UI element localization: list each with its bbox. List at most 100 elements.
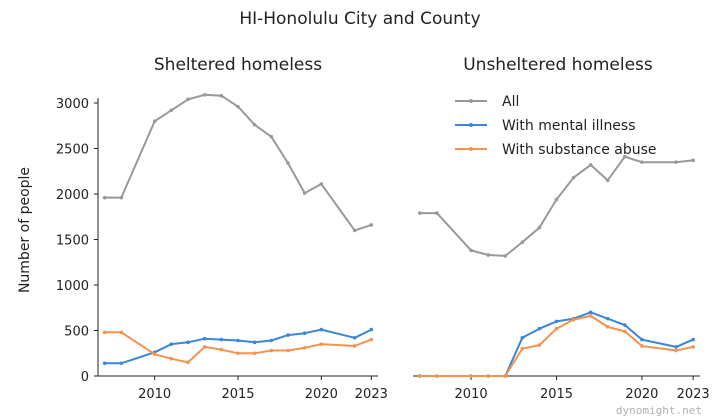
data-point xyxy=(537,326,542,331)
panel-title: Unsheltered homeless xyxy=(463,55,653,75)
data-point xyxy=(486,253,490,257)
legend-item-all: All xyxy=(455,94,519,110)
data-point xyxy=(169,108,174,113)
x-tick-label: 2023 xyxy=(677,387,710,402)
chart-legend: All With mental illness With substance abu… xyxy=(455,94,657,158)
figure-title: HI-Honolulu City and County xyxy=(239,9,480,29)
data-point xyxy=(302,345,307,350)
data-point xyxy=(605,316,610,321)
data-point xyxy=(186,360,190,365)
series-with-mental-illness xyxy=(102,327,374,366)
data-point xyxy=(486,374,490,378)
data-point xyxy=(352,344,357,348)
data-point xyxy=(674,160,678,164)
series-all xyxy=(102,93,374,233)
data-point xyxy=(623,323,627,327)
data-point xyxy=(520,240,525,245)
data-point xyxy=(252,351,257,356)
data-point xyxy=(369,327,374,332)
series-with-substance-abuse xyxy=(102,330,374,365)
data-point xyxy=(186,97,190,102)
data-point xyxy=(286,333,290,337)
data-point xyxy=(236,338,240,343)
series-line xyxy=(419,314,694,377)
data-point xyxy=(623,329,627,334)
data-point xyxy=(469,374,473,378)
data-point xyxy=(302,331,307,336)
data-point xyxy=(202,345,207,349)
data-point xyxy=(286,161,290,165)
data-point xyxy=(202,93,207,97)
data-point xyxy=(269,134,274,139)
data-point xyxy=(623,154,627,159)
series-line xyxy=(104,331,372,364)
data-point xyxy=(571,317,576,322)
data-point xyxy=(554,197,559,202)
legend-label: With mental illness xyxy=(502,118,636,134)
data-point xyxy=(219,337,224,342)
chart-panels: Sheltered homeless 0 500 1000 1500 2000 2500 30… xyxy=(56,55,710,402)
data-point xyxy=(554,326,559,331)
x-tick-label: 2015 xyxy=(540,387,573,402)
data-point xyxy=(119,195,124,200)
data-point xyxy=(418,374,422,378)
data-point xyxy=(674,345,678,349)
data-point xyxy=(537,343,542,347)
data-point xyxy=(169,342,174,346)
data-point xyxy=(236,104,240,109)
data-point xyxy=(252,123,257,127)
data-point xyxy=(202,336,207,341)
data-point xyxy=(691,158,695,163)
data-point xyxy=(319,182,324,186)
data-point xyxy=(119,361,124,366)
data-point xyxy=(640,160,644,164)
data-point xyxy=(152,352,157,356)
x-tick-label: 2020 xyxy=(305,387,338,402)
data-point xyxy=(369,223,374,227)
legend-label: With substance abuse xyxy=(502,142,657,158)
data-point xyxy=(503,374,508,378)
data-point xyxy=(319,342,324,346)
data-point xyxy=(691,337,695,342)
y-tick-label: 1500 xyxy=(56,234,89,249)
series-line xyxy=(419,155,694,257)
panel-title: Sheltered homeless xyxy=(154,55,322,75)
y-tick-label: 3000 xyxy=(56,97,89,112)
data-point xyxy=(588,163,593,167)
data-point xyxy=(588,310,593,315)
x-tick-label: 2023 xyxy=(355,387,388,402)
x-tick-label: 2010 xyxy=(138,387,171,402)
data-point xyxy=(588,314,593,318)
legend-label: All xyxy=(502,94,519,110)
data-point xyxy=(152,119,157,123)
data-point xyxy=(236,351,240,356)
y-tick-label: 1000 xyxy=(56,279,89,294)
data-point xyxy=(503,254,508,258)
data-point xyxy=(469,248,473,253)
data-point xyxy=(520,335,525,340)
data-point xyxy=(520,346,525,351)
legend-marker xyxy=(469,99,473,103)
legend-item-with-substance-abuse: With substance abuse xyxy=(455,142,657,158)
data-point xyxy=(102,361,107,366)
data-point xyxy=(418,211,422,215)
data-point xyxy=(286,348,290,353)
data-point xyxy=(352,335,357,340)
y-tick-label: 2000 xyxy=(56,188,89,203)
data-point xyxy=(691,345,695,349)
data-point xyxy=(269,348,274,353)
y-axis-label: Number of people xyxy=(17,167,33,293)
data-point xyxy=(102,195,107,200)
legend-marker xyxy=(469,147,473,151)
series-all xyxy=(418,154,695,258)
data-point xyxy=(674,348,678,353)
data-point xyxy=(169,356,174,361)
watermark: dynomight.net xyxy=(616,404,702,417)
y-tick-label: 2500 xyxy=(56,143,89,158)
data-point xyxy=(369,337,374,342)
y-tick-label: 500 xyxy=(64,325,89,340)
data-point xyxy=(269,338,274,343)
data-point xyxy=(435,374,439,378)
x-tick-label: 2010 xyxy=(455,387,488,402)
